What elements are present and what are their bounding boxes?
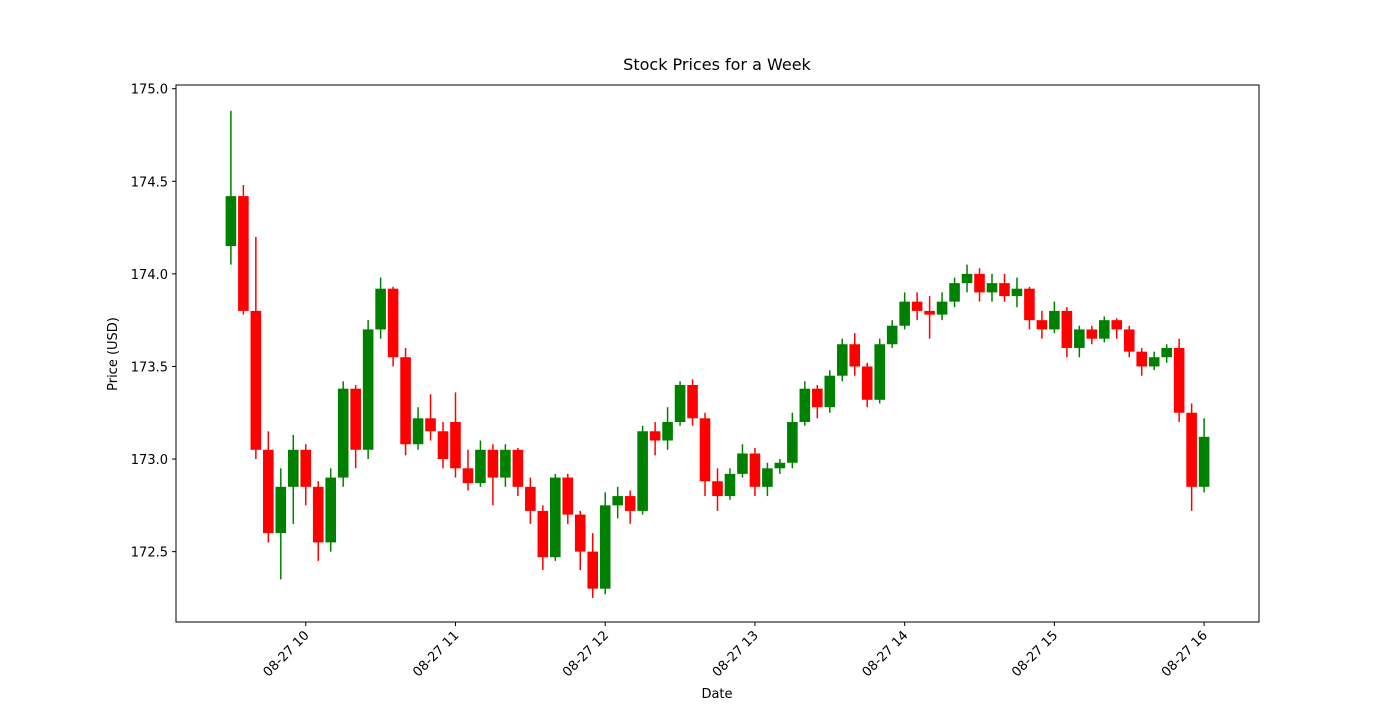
candle-body — [425, 418, 436, 432]
candle-body — [649, 431, 661, 441]
candle-body — [325, 477, 337, 543]
y-axis-label: Price (USD) — [106, 317, 121, 391]
candle-body — [974, 273, 985, 293]
candle-body — [724, 473, 736, 497]
candle-body — [1061, 310, 1073, 348]
candle-body — [587, 551, 599, 589]
candle-body — [737, 453, 748, 474]
candle-body — [836, 344, 848, 376]
candle-body — [1086, 329, 1098, 339]
x-tick-label: 08-27 13 — [710, 628, 762, 680]
candle-body — [1011, 288, 1023, 297]
candle-body — [1136, 351, 1148, 367]
candle-body — [986, 283, 998, 293]
candle-body — [263, 449, 274, 534]
candle-body — [774, 462, 786, 469]
candle-body — [886, 325, 898, 345]
x-tick-label: 08-27 12 — [560, 628, 612, 680]
candle-body — [699, 418, 711, 482]
candle-body — [849, 344, 861, 367]
candle-body — [1186, 412, 1197, 487]
candle-body — [387, 288, 399, 358]
candle-body — [375, 288, 386, 330]
chart-title: Stock Prices for a Week — [623, 55, 811, 74]
candle-body — [1161, 347, 1172, 358]
y-tick-label: 172.5 — [131, 546, 168, 561]
candle-body — [1111, 320, 1123, 330]
candle-body — [762, 468, 773, 487]
y-tick-label: 174.0 — [131, 268, 168, 283]
plot-frame — [175, 84, 1260, 623]
candle-body — [936, 301, 948, 315]
candle-body — [250, 310, 262, 450]
candle-body — [549, 477, 561, 558]
candle-body — [512, 449, 524, 487]
candle-body — [525, 486, 536, 511]
candle-body — [1098, 320, 1110, 339]
candle-body — [824, 375, 836, 408]
y-tick-label: 173.0 — [131, 453, 168, 468]
candle-body — [812, 388, 823, 408]
candle-body — [412, 418, 424, 445]
x-tick-label: 08-27 11 — [410, 628, 462, 680]
candle-body — [462, 468, 474, 484]
candle-body — [961, 273, 973, 284]
candle-body — [624, 496, 636, 511]
candle-body — [1173, 347, 1185, 413]
candle-body — [500, 449, 511, 478]
candle-body — [450, 422, 461, 469]
candle-body — [537, 510, 549, 558]
y-tick-label: 173.5 — [131, 360, 168, 375]
candle-body — [1024, 288, 1035, 321]
candle-body — [475, 449, 486, 484]
candle-body — [400, 357, 411, 445]
candle-body — [949, 283, 960, 302]
candle-body — [749, 453, 761, 487]
candle-body — [350, 388, 361, 450]
candle-body — [1074, 329, 1085, 348]
candle-body — [1036, 320, 1048, 330]
candle-body — [574, 514, 586, 552]
y-tick-label: 175.0 — [131, 83, 168, 98]
x-tick-label: 08-27 10 — [261, 628, 313, 680]
candle-body — [1198, 436, 1210, 487]
candle-body — [1148, 357, 1160, 367]
candle-body — [562, 477, 574, 515]
candle-body — [787, 422, 798, 463]
candle-body — [874, 344, 886, 400]
candle-body — [225, 196, 237, 247]
candle-body — [487, 449, 499, 478]
candle-body — [312, 486, 324, 543]
y-tick-label: 174.5 — [131, 175, 168, 190]
candle-body — [687, 384, 698, 419]
candle-body — [275, 486, 287, 534]
candle-body — [287, 449, 299, 487]
candle-body — [362, 329, 374, 450]
x-tick-label: 08-27 16 — [1159, 628, 1211, 680]
candle-body — [1123, 329, 1135, 352]
candle-body — [300, 449, 312, 487]
x-tick-label: 08-27 14 — [860, 628, 912, 680]
candle-body — [911, 301, 923, 311]
x-axis-label: Date — [701, 687, 732, 700]
candle-body — [999, 283, 1010, 297]
candle-body — [1049, 310, 1060, 330]
x-tick-label: 08-27 15 — [1009, 628, 1061, 680]
candle-body — [599, 505, 611, 589]
candle-body — [337, 388, 349, 478]
candle-body — [612, 496, 623, 506]
candle-body — [662, 422, 673, 441]
candle-body — [437, 431, 449, 460]
candle-body — [238, 196, 249, 311]
candle-body — [712, 481, 723, 497]
candle-body — [861, 366, 873, 400]
candle-body — [637, 431, 648, 511]
candle-body — [899, 301, 910, 326]
candle-body — [799, 388, 811, 423]
candle-body — [674, 384, 686, 423]
candle-body — [924, 310, 935, 315]
